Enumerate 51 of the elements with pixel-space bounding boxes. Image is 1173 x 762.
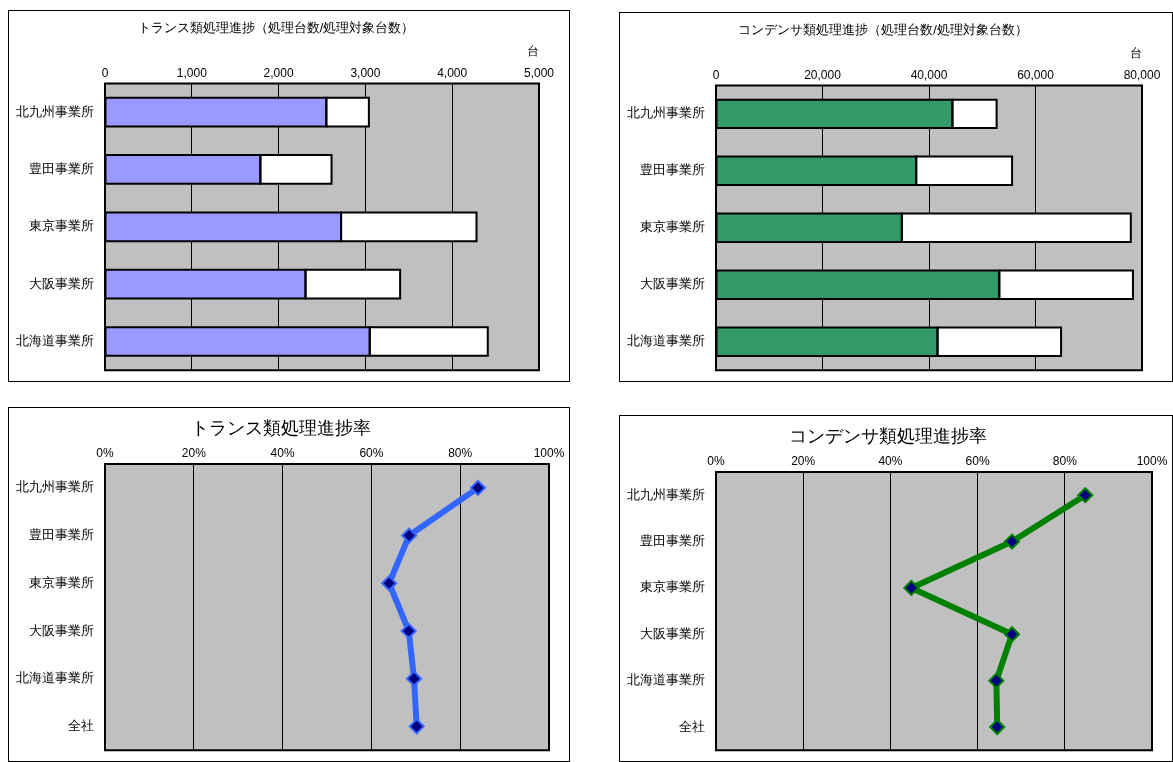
x-tick-label: 40% xyxy=(270,446,295,461)
x-tick-label: 5,000 xyxy=(523,65,555,80)
y-tick-label: 大阪事業所 xyxy=(29,275,94,291)
x-tick-label: 0% xyxy=(96,446,114,461)
y-tick-label: 北九州事業所 xyxy=(16,479,94,495)
y-tick-label: 豊田事業所 xyxy=(640,162,705,178)
x-tick-label: 20,000 xyxy=(804,67,842,82)
y-tick-label: 北海道事業所 xyxy=(627,672,705,688)
y-tick-label: 全社 xyxy=(68,717,94,733)
x-tick-label: 80,000 xyxy=(1123,67,1161,82)
chart-title: コンデンサ類処理進捗率 xyxy=(789,425,987,446)
y-tick-label: 北海道事業所 xyxy=(16,670,94,686)
y-tick-label: 全社 xyxy=(679,718,705,734)
y-tick-label: 大阪事業所 xyxy=(29,622,94,638)
y-tick-label: 豊田事業所 xyxy=(29,161,94,177)
chart-title: トランス類処理進捗（処理台数/処理対象台数） xyxy=(137,20,415,36)
x-tick-label: 60% xyxy=(965,454,990,469)
y-tick-label: 大阪事業所 xyxy=(640,276,705,292)
y-tick-label: 北海道事業所 xyxy=(16,333,94,349)
y-tick-label: 北九州事業所 xyxy=(627,486,705,502)
y-tick-label: 東京事業所 xyxy=(640,579,705,595)
x-tick-label: 60% xyxy=(359,446,384,461)
y-tick-label: 豊田事業所 xyxy=(29,527,94,543)
x-tick-label: 20% xyxy=(791,454,816,469)
x-tick-label: 100% xyxy=(533,446,565,461)
x-tick-label: 0% xyxy=(707,454,725,469)
y-tick-label: 豊田事業所 xyxy=(640,533,705,549)
x-tick-label: 20% xyxy=(181,446,207,461)
x-tick-label: 100% xyxy=(1136,454,1168,469)
x-tick-label: 80% xyxy=(1052,454,1078,469)
y-tick-label: 東京事業所 xyxy=(640,219,705,235)
y-tick-label: 大阪事業所 xyxy=(640,625,705,641)
y-tick-label: 北九州事業所 xyxy=(16,103,94,119)
x-axis-title: 台 xyxy=(527,44,539,59)
x-tick-label: 3,000 xyxy=(350,65,381,80)
x-tick-label: 4,000 xyxy=(437,65,468,80)
y-tick-label: 北海道事業所 xyxy=(627,333,705,349)
x-tick-label: 0 xyxy=(101,65,109,80)
x-tick-label: 80% xyxy=(448,446,473,461)
x-tick-label: 40,000 xyxy=(910,67,948,82)
x-tick-label: 60,000 xyxy=(1017,67,1055,82)
y-tick-label: 東京事業所 xyxy=(29,574,94,590)
x-axis-title: 台 xyxy=(1130,46,1142,61)
chart-title: コンデンサ類処理進捗（処理台数/処理対象台数） xyxy=(738,22,1028,38)
x-tick-label: 40% xyxy=(878,454,903,469)
chart-title: トランス類処理進捗率 xyxy=(191,417,371,438)
y-tick-label: 東京事業所 xyxy=(29,218,94,234)
x-tick-label: 1,000 xyxy=(176,65,208,80)
y-tick-label: 北九州事業所 xyxy=(627,105,705,121)
x-tick-label: 0 xyxy=(712,67,720,82)
x-tick-label: 2,000 xyxy=(263,65,294,80)
